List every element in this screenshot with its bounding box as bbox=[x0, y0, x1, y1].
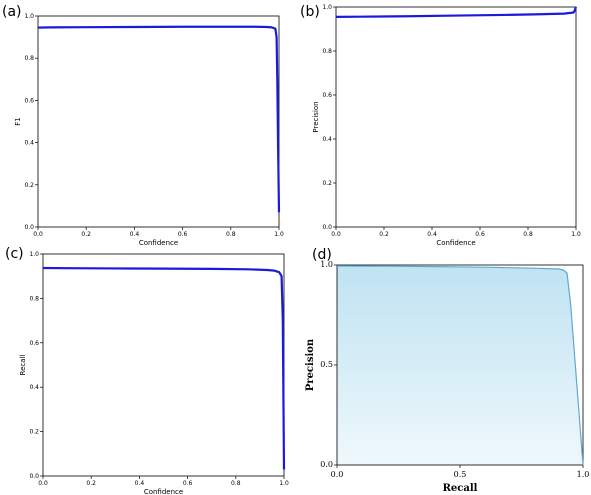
y-tick-label: 0.2 bbox=[29, 429, 39, 436]
x-tick-label: 0.2 bbox=[379, 231, 389, 238]
x-tick-label: 0.2 bbox=[81, 231, 91, 238]
x-tick-label: 0.4 bbox=[427, 231, 437, 238]
x-tick-label: 0.8 bbox=[523, 231, 533, 238]
y-axis-label: F1 bbox=[14, 117, 22, 125]
y-tick-label: 0.8 bbox=[29, 295, 39, 302]
x-tick-label: 0.0 bbox=[38, 480, 48, 487]
x-axis-label: Confidence bbox=[144, 488, 183, 495]
pr-area bbox=[337, 266, 583, 465]
y-tick-label: 0.8 bbox=[322, 48, 332, 55]
panel-label: (d) bbox=[312, 247, 332, 263]
x-tick-label: 0.6 bbox=[475, 231, 485, 238]
y-tick-label: 1.0 bbox=[29, 251, 39, 258]
x-axis-label: Confidence bbox=[436, 239, 475, 247]
y-tick-label: 0.2 bbox=[322, 180, 332, 187]
y-tick-label: 0.0 bbox=[322, 224, 332, 231]
x-tick-label: 1.0 bbox=[274, 231, 284, 238]
x-tick-label: 0.2 bbox=[86, 480, 96, 487]
x-tick-label: 0.0 bbox=[33, 231, 43, 238]
x-tick-label: 0.4 bbox=[130, 231, 140, 238]
x-axis-label: Recall bbox=[443, 483, 478, 494]
x-tick-label: 1.0 bbox=[577, 470, 590, 479]
x-tick-label: 1.0 bbox=[571, 231, 581, 238]
x-tick-label: 0.4 bbox=[135, 480, 145, 487]
y-tick-label: 1.0 bbox=[320, 260, 333, 269]
series-line bbox=[42, 266, 286, 470]
y-tick-label: 1.0 bbox=[24, 13, 34, 20]
y-axis-label: Precision bbox=[312, 101, 320, 132]
x-tick-label: 0.0 bbox=[331, 231, 341, 238]
y-tick-label: 0.4 bbox=[29, 384, 39, 391]
axes-frame bbox=[42, 253, 285, 477]
series-line bbox=[335, 6, 578, 18]
panel-label: (a) bbox=[2, 4, 22, 20]
y-tick-label: 0.6 bbox=[24, 97, 34, 104]
x-tick-label: 0.6 bbox=[178, 231, 188, 238]
x-tick-label: 0.6 bbox=[183, 480, 193, 487]
panel-b: (b) 0.0 0.2 0.4 0.6 0.8 1.0 0.0 0.2 0.4 0.6 0.8 1.0 C… bbox=[300, 4, 581, 247]
y-tick-label: 0.0 bbox=[320, 460, 333, 469]
y-tick-label: 0.0 bbox=[29, 473, 39, 480]
panel-d: (d) 0.0 0.5 1.0 0.0 0.5 1.0 Recall Precision bbox=[305, 247, 589, 494]
panel-a: (a) 0.0 0.2 0.4 0.6 0.8 1.0 0.0 0.2 0.4 0.6 0.8 1.0 C… bbox=[2, 4, 284, 247]
y-axis-label: Recall bbox=[19, 355, 27, 376]
x-tick-label: 0.8 bbox=[226, 231, 236, 238]
y-tick-label: 0.8 bbox=[24, 55, 34, 62]
y-tick-label: 0.4 bbox=[24, 140, 34, 147]
y-tick-label: 0.4 bbox=[322, 136, 332, 143]
y-tick-label: 0.6 bbox=[322, 92, 332, 99]
axes-frame bbox=[335, 6, 577, 228]
y-tick-label: 0.6 bbox=[29, 340, 39, 347]
y-tick-label: 0.0 bbox=[24, 224, 34, 231]
x-tick-label: 0.0 bbox=[331, 470, 344, 479]
x-tick-label: 1.0 bbox=[279, 480, 289, 487]
y-axis-label: Precision bbox=[305, 338, 316, 391]
series-line bbox=[336, 265, 584, 466]
x-tick-label: 0.5 bbox=[454, 470, 467, 479]
x-axis-label: Confidence bbox=[139, 239, 178, 247]
panel-c: (c) 0.0 0.2 0.4 0.6 0.8 1.0 0.0 0.2 0.4 0.6 0.8 1.0 C… bbox=[5, 246, 289, 495]
axes-frame bbox=[37, 15, 280, 228]
panel-label: (b) bbox=[300, 4, 320, 20]
panel-label: (c) bbox=[5, 246, 24, 262]
y-tick-label: 1.0 bbox=[322, 4, 332, 11]
x-tick-label: 0.8 bbox=[231, 480, 241, 487]
y-tick-label: 0.2 bbox=[24, 182, 34, 189]
series-line bbox=[37, 25, 281, 213]
y-tick-label: 0.5 bbox=[320, 360, 333, 369]
